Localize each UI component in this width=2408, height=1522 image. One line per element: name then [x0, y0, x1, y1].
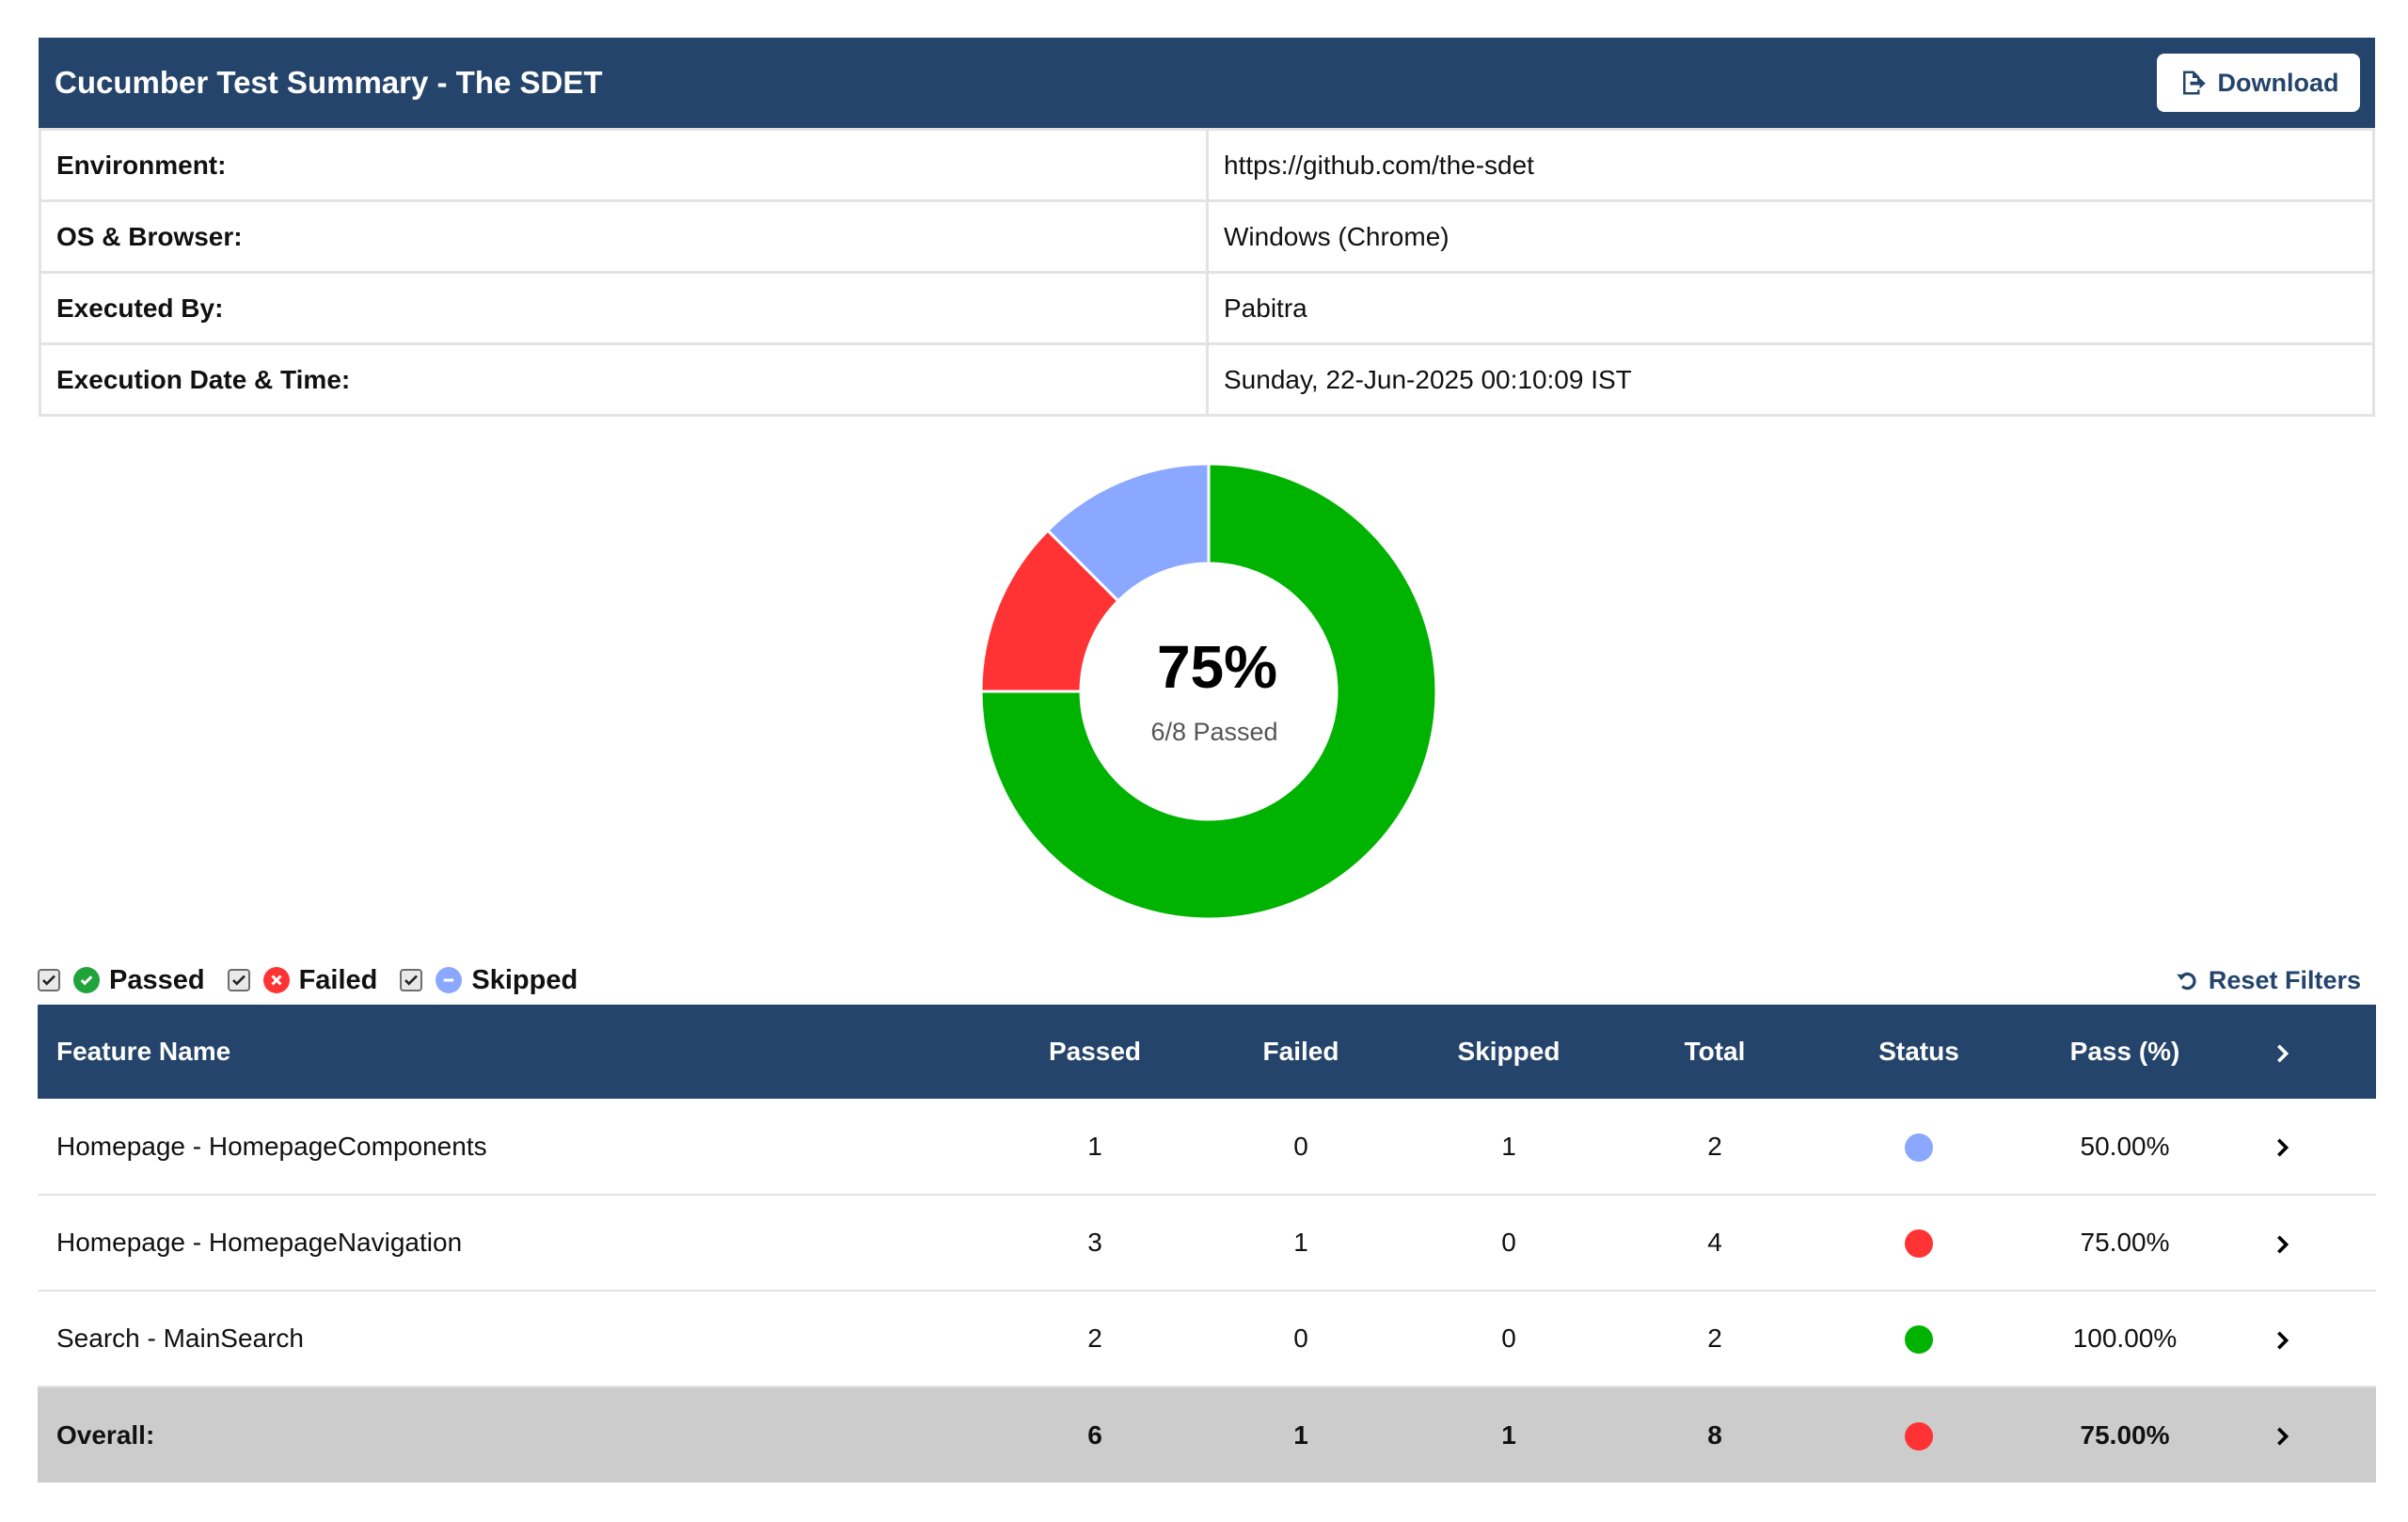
header-skipped[interactable]: Skipped	[1364, 1005, 1654, 1099]
header-status[interactable]: Status	[1776, 1005, 2062, 1099]
total-count: 2	[1654, 1099, 1776, 1196]
download-label: Download	[2217, 68, 2339, 97]
table-row[interactable]: Homepage - HomepageNavigation 3 1 0 4 75…	[38, 1195, 2376, 1292]
table-row[interactable]: Search - MainSearch 2 0 0 2 100.00%	[38, 1291, 2376, 1387]
results-donut-chart	[978, 461, 1439, 922]
download-button[interactable]: Download	[2157, 54, 2360, 112]
info-label: Environment:	[39, 128, 1209, 202]
total-count: 8	[1654, 1387, 1776, 1482]
skipped-count: 0	[1364, 1195, 1654, 1292]
status-cell	[1776, 1099, 2062, 1196]
chevron-right-icon	[2277, 1427, 2289, 1446]
header-feature-name[interactable]: Feature Name	[38, 1005, 952, 1099]
header-total[interactable]: Total	[1654, 1005, 1776, 1099]
report-header: Cucumber Test Summary - The SDET Downloa…	[39, 38, 2375, 128]
feature-name: Homepage - HomepageNavigation	[38, 1195, 952, 1292]
passed-count: 6	[952, 1387, 1238, 1482]
info-label: Executed By:	[39, 271, 1209, 345]
overall-row[interactable]: Overall: 6 1 1 8 75.00%	[38, 1387, 2376, 1482]
file-export-icon	[2182, 71, 2206, 95]
header-pass-pct[interactable]: Pass (%)	[2062, 1005, 2188, 1099]
status-dot	[1905, 1133, 1933, 1162]
status-filters: Passed Failed Skipped Reset Filters	[38, 961, 2361, 999]
failed-count: 1	[1238, 1387, 1364, 1482]
info-label: Execution Date & Time:	[39, 342, 1209, 417]
filter-group: Passed Failed Skipped	[38, 965, 600, 996]
filter-label-failed: Failed	[298, 964, 378, 995]
expand-cell[interactable]	[2188, 1291, 2376, 1387]
pass-percentage: 100.00%	[2062, 1291, 2188, 1387]
chevron-right-icon	[2277, 1044, 2289, 1063]
header-failed[interactable]: Failed	[1238, 1005, 1364, 1099]
info-value: Sunday, 22-Jun-2025 00:10:09 IST	[1206, 342, 2375, 417]
passed-count: 2	[952, 1291, 1238, 1387]
status-dot	[1905, 1325, 1933, 1355]
expand-cell[interactable]	[2188, 1099, 2376, 1196]
total-count: 4	[1654, 1195, 1776, 1292]
report-title: Cucumber Test Summary - The SDET	[55, 65, 603, 100]
check-circle-icon	[73, 967, 100, 993]
skipped-count: 1	[1364, 1387, 1654, 1482]
chevron-right-icon	[2277, 1331, 2289, 1350]
x-circle-icon	[262, 967, 290, 993]
info-value: Pabitra	[1206, 271, 2375, 345]
donut-slice-passed[interactable]	[979, 462, 1438, 921]
chevron-right-icon	[2277, 1235, 2289, 1254]
filter-passed[interactable]: Passed	[38, 965, 205, 996]
donut-slice-skipped[interactable]	[1045, 462, 1211, 603]
pass-percentage: 75.00%	[2062, 1195, 2188, 1292]
checkmark-icon	[231, 975, 246, 986]
skipped-count: 1	[1364, 1099, 1654, 1196]
filter-skipped[interactable]: Skipped	[400, 965, 578, 996]
passed-count: 3	[952, 1195, 1238, 1292]
feature-summary-table: Feature Name Passed Failed Skipped Total…	[38, 1005, 2376, 1482]
feature-name: Search - MainSearch	[38, 1291, 952, 1387]
status-cell	[1776, 1387, 2062, 1482]
info-label: OS & Browser:	[39, 199, 1209, 274]
info-row-execution-date: Execution Date & Time: Sunday, 22-Jun-20…	[39, 342, 2375, 417]
total-count: 2	[1654, 1291, 1776, 1387]
failed-count: 1	[1238, 1195, 1364, 1292]
failed-count: 0	[1238, 1099, 1364, 1196]
info-row-os-browser: OS & Browser: Windows (Chrome)	[39, 199, 2375, 274]
header-passed[interactable]: Passed	[952, 1005, 1238, 1099]
table-row[interactable]: Homepage - HomepageComponents 1 0 1 2 50…	[38, 1099, 2376, 1196]
filter-checkbox-skipped[interactable]	[400, 969, 423, 991]
minus-circle-icon	[436, 967, 463, 993]
checkmark-icon	[404, 975, 419, 986]
filter-checkbox-passed[interactable]	[38, 969, 60, 991]
info-row-environment: Environment: https://github.com/the-sdet	[39, 128, 2375, 202]
status-dot	[1905, 1421, 1933, 1451]
status-dot	[1905, 1229, 1933, 1259]
chevron-right-icon	[2277, 1138, 2289, 1157]
expand-cell[interactable]	[2188, 1387, 2376, 1482]
reset-filters-button[interactable]: Reset Filters	[2175, 966, 2361, 995]
filter-label-skipped: Skipped	[471, 964, 578, 995]
header-expand[interactable]	[2188, 1005, 2376, 1099]
filter-label-passed: Passed	[109, 964, 205, 995]
info-row-executed-by: Executed By: Pabitra	[39, 271, 2375, 345]
reset-filters-label: Reset Filters	[2208, 965, 2361, 994]
undo-icon	[2177, 972, 2196, 991]
run-info-table: Environment: https://github.com/the-sdet…	[39, 128, 2375, 417]
donut-svg	[979, 462, 1438, 921]
pass-percentage: 75.00%	[2062, 1387, 2188, 1482]
feature-name: Homepage - HomepageComponents	[38, 1099, 952, 1196]
status-cell	[1776, 1195, 2062, 1292]
expand-cell[interactable]	[2188, 1195, 2376, 1292]
checkmark-icon	[42, 975, 55, 986]
info-value: Windows (Chrome)	[1206, 199, 2375, 274]
pass-percentage: 50.00%	[2062, 1099, 2188, 1196]
passed-count: 1	[952, 1099, 1238, 1196]
skipped-count: 0	[1364, 1291, 1654, 1387]
overall-label: Overall:	[38, 1387, 952, 1482]
filter-checkbox-failed[interactable]	[227, 969, 250, 991]
table-header-row: Feature Name Passed Failed Skipped Total…	[38, 1005, 2376, 1099]
failed-count: 0	[1238, 1291, 1364, 1387]
filter-failed[interactable]: Failed	[227, 964, 378, 996]
info-value: https://github.com/the-sdet	[1206, 128, 2375, 202]
status-cell	[1776, 1291, 2062, 1387]
